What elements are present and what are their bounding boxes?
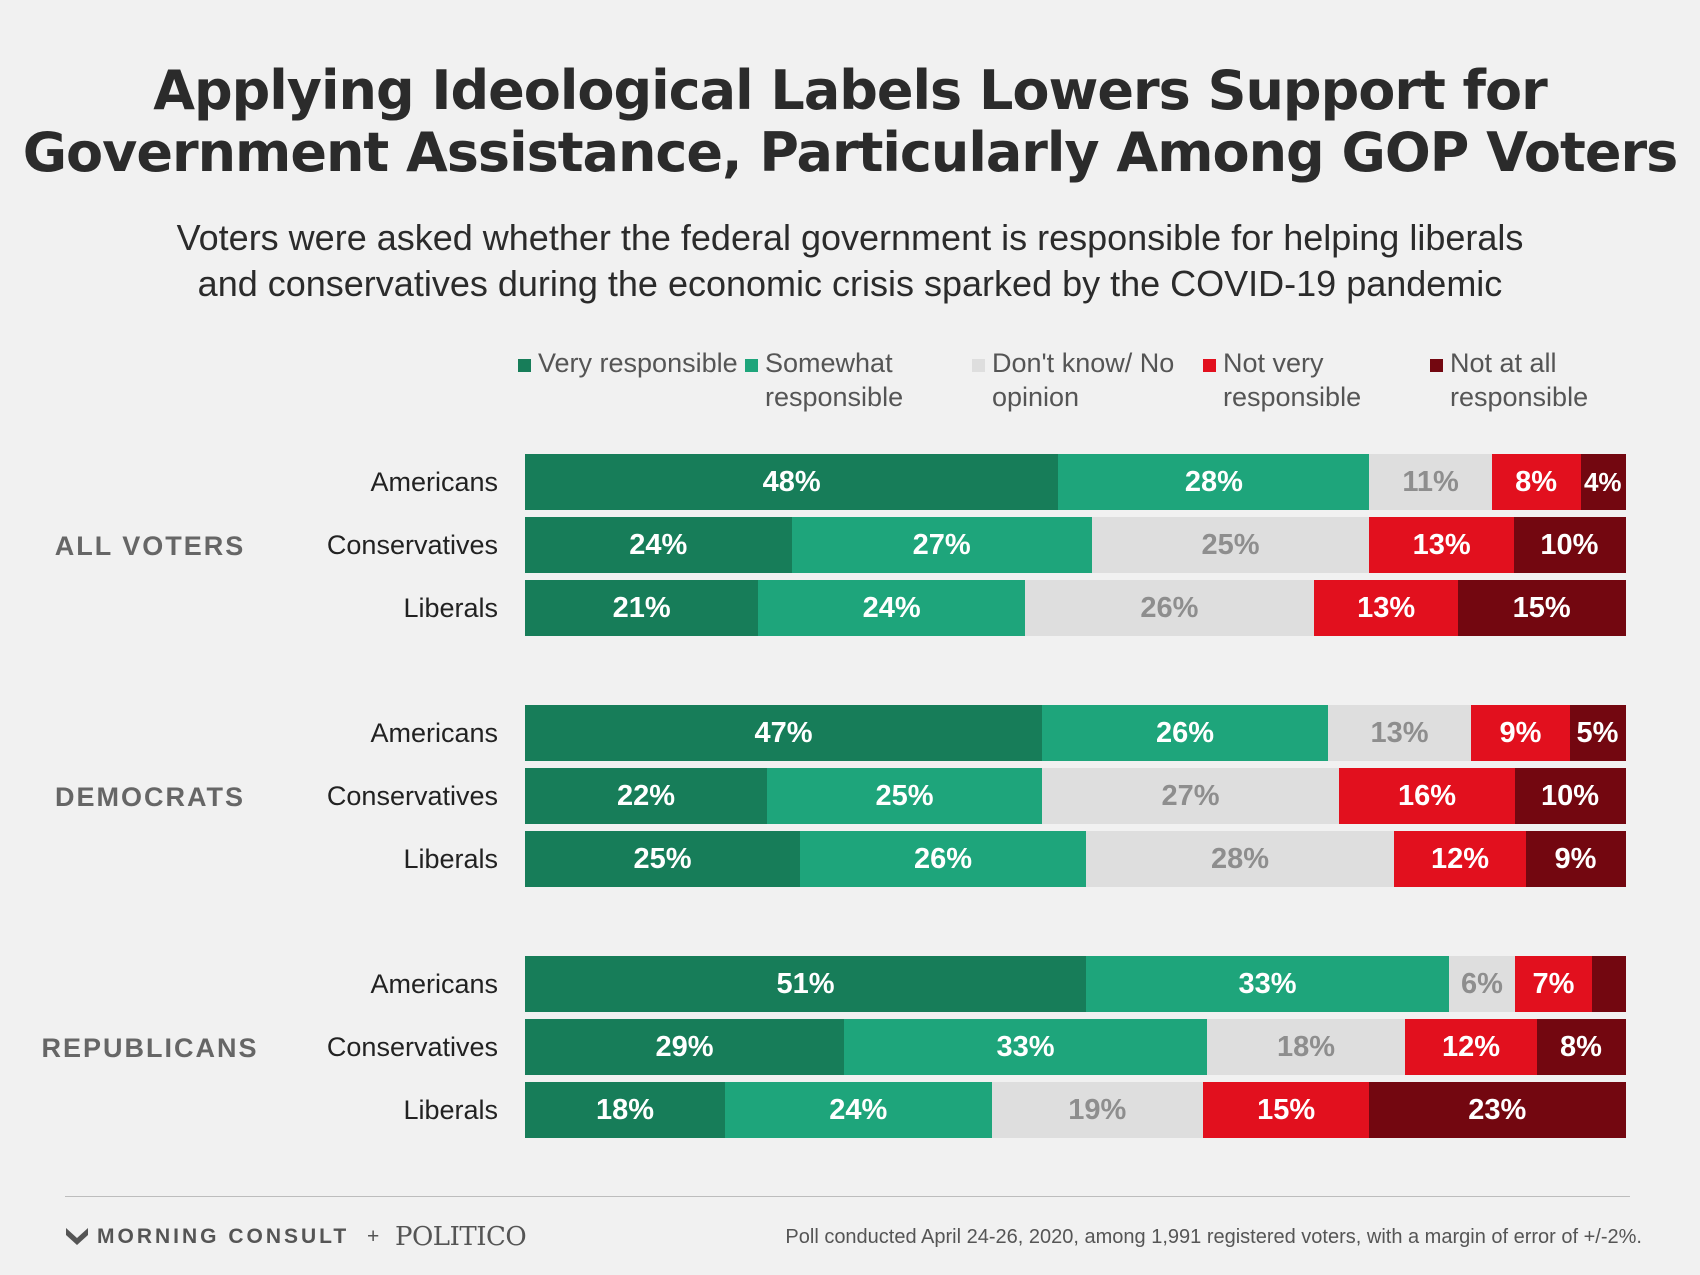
chart-title: Applying Ideological Labels Lowers Suppo… <box>0 60 1700 184</box>
chart-subtitle: Voters were asked whether the federal go… <box>0 215 1700 307</box>
legend-label: Very responsible <box>538 346 748 380</box>
bar-value-label: 24% <box>758 580 1025 636</box>
row-label: Americans <box>280 705 498 761</box>
bar-value-label: 12% <box>1394 831 1526 887</box>
bar-value-label: 25% <box>525 831 800 887</box>
bar-value-label: 10% <box>1514 517 1625 573</box>
bar-value-label: 6% <box>1449 956 1515 1012</box>
group-label: DEMOCRATS <box>30 781 270 813</box>
chart-page: Applying Ideological Labels Lowers Suppo… <box>0 0 1700 1275</box>
row-label: Liberals <box>280 1082 498 1138</box>
subtitle-line-1: Voters were asked whether the federal go… <box>0 215 1700 261</box>
row-label: Americans <box>280 956 498 1012</box>
row-label: Conservatives <box>280 1019 498 1075</box>
row-label: Liberals <box>280 831 498 887</box>
bar-value-label: 13% <box>1369 517 1513 573</box>
subtitle-line-2: and conservatives during the economic cr… <box>0 261 1700 307</box>
row-label: Conservatives <box>280 517 498 573</box>
bar-value-label: 22% <box>525 768 767 824</box>
legend-swatch <box>1203 359 1216 372</box>
brand-politico: POLITICO <box>395 1221 526 1253</box>
legend-label: Not very responsible <box>1223 346 1433 414</box>
bar-value-label: 18% <box>1207 1019 1405 1075</box>
legend-label: Don't know/ No opinion <box>992 346 1202 414</box>
bar-value-label: 4% <box>1581 454 1625 510</box>
bar-value-label: 26% <box>1042 705 1328 761</box>
legend-label: Somewhat responsible <box>765 346 975 414</box>
group-label: REPUBLICANS <box>30 1032 270 1064</box>
bar-value-label: 8% <box>1492 454 1581 510</box>
bar-value-label: 9% <box>1526 831 1625 887</box>
bar-value-label: 7% <box>1515 956 1592 1012</box>
legend-swatch <box>745 359 758 372</box>
bar-value-label: 8% <box>1537 1019 1625 1075</box>
bar-value-label: 47% <box>525 705 1042 761</box>
bar-value-label: 23% <box>1369 1082 1625 1138</box>
bar-value-label: 12% <box>1405 1019 1537 1075</box>
bar-segment <box>1592 956 1626 1012</box>
bar-value-label: 33% <box>844 1019 1207 1075</box>
bar-value-label: 15% <box>1203 1082 1370 1138</box>
bar-value-label: 25% <box>1092 517 1370 573</box>
brand-morning-consult: MORNING CONSULT <box>97 1222 349 1252</box>
bar-value-label: 25% <box>767 768 1042 824</box>
legend-swatch <box>972 359 985 372</box>
bar-value-label: 15% <box>1458 580 1625 636</box>
bar-value-label: 29% <box>525 1019 844 1075</box>
bar-value-label: 16% <box>1339 768 1515 824</box>
bar-value-label: 18% <box>525 1082 725 1138</box>
legend-swatch <box>518 359 531 372</box>
group-label: ALL VOTERS <box>30 530 270 562</box>
bar-value-label: 5% <box>1570 705 1625 761</box>
bar-value-label: 26% <box>1025 580 1314 636</box>
bar-value-label: 19% <box>992 1082 1203 1138</box>
bar-value-label: 24% <box>725 1082 992 1138</box>
brand-plus: + <box>367 1222 379 1252</box>
title-line-2: Government Assistance, Particularly Amon… <box>0 122 1700 184</box>
bar-value-label: 48% <box>525 454 1058 510</box>
bar-value-label: 28% <box>1086 831 1394 887</box>
bar-value-label: 51% <box>525 956 1086 1012</box>
title-line-1: Applying Ideological Labels Lowers Suppo… <box>0 60 1700 122</box>
methodology-note: Poll conducted April 24-26, 2020, among … <box>785 1222 1642 1252</box>
row-label: Americans <box>280 454 498 510</box>
bar-value-label: 27% <box>1042 768 1339 824</box>
bar-value-label: 21% <box>525 580 758 636</box>
bar-value-label: 24% <box>525 517 792 573</box>
bar-value-label: 27% <box>792 517 1092 573</box>
bar-value-label: 13% <box>1328 705 1471 761</box>
legend: Very responsible Somewhat responsible Don'… <box>0 346 1700 426</box>
legend-label: Not at all responsible <box>1450 346 1660 414</box>
bar-value-label: 26% <box>800 831 1086 887</box>
bar-value-label: 10% <box>1515 768 1625 824</box>
bar-value-label: 9% <box>1471 705 1570 761</box>
row-label: Liberals <box>280 580 498 636</box>
bar-value-label: 33% <box>1086 956 1449 1012</box>
morning-consult-logo-icon <box>65 1225 89 1247</box>
bar-value-label: 28% <box>1058 454 1369 510</box>
row-label: Conservatives <box>280 768 498 824</box>
bar-value-label: 13% <box>1314 580 1458 636</box>
legend-swatch <box>1430 359 1443 372</box>
bar-value-label: 11% <box>1369 454 1491 510</box>
footer-divider <box>65 1196 1630 1197</box>
